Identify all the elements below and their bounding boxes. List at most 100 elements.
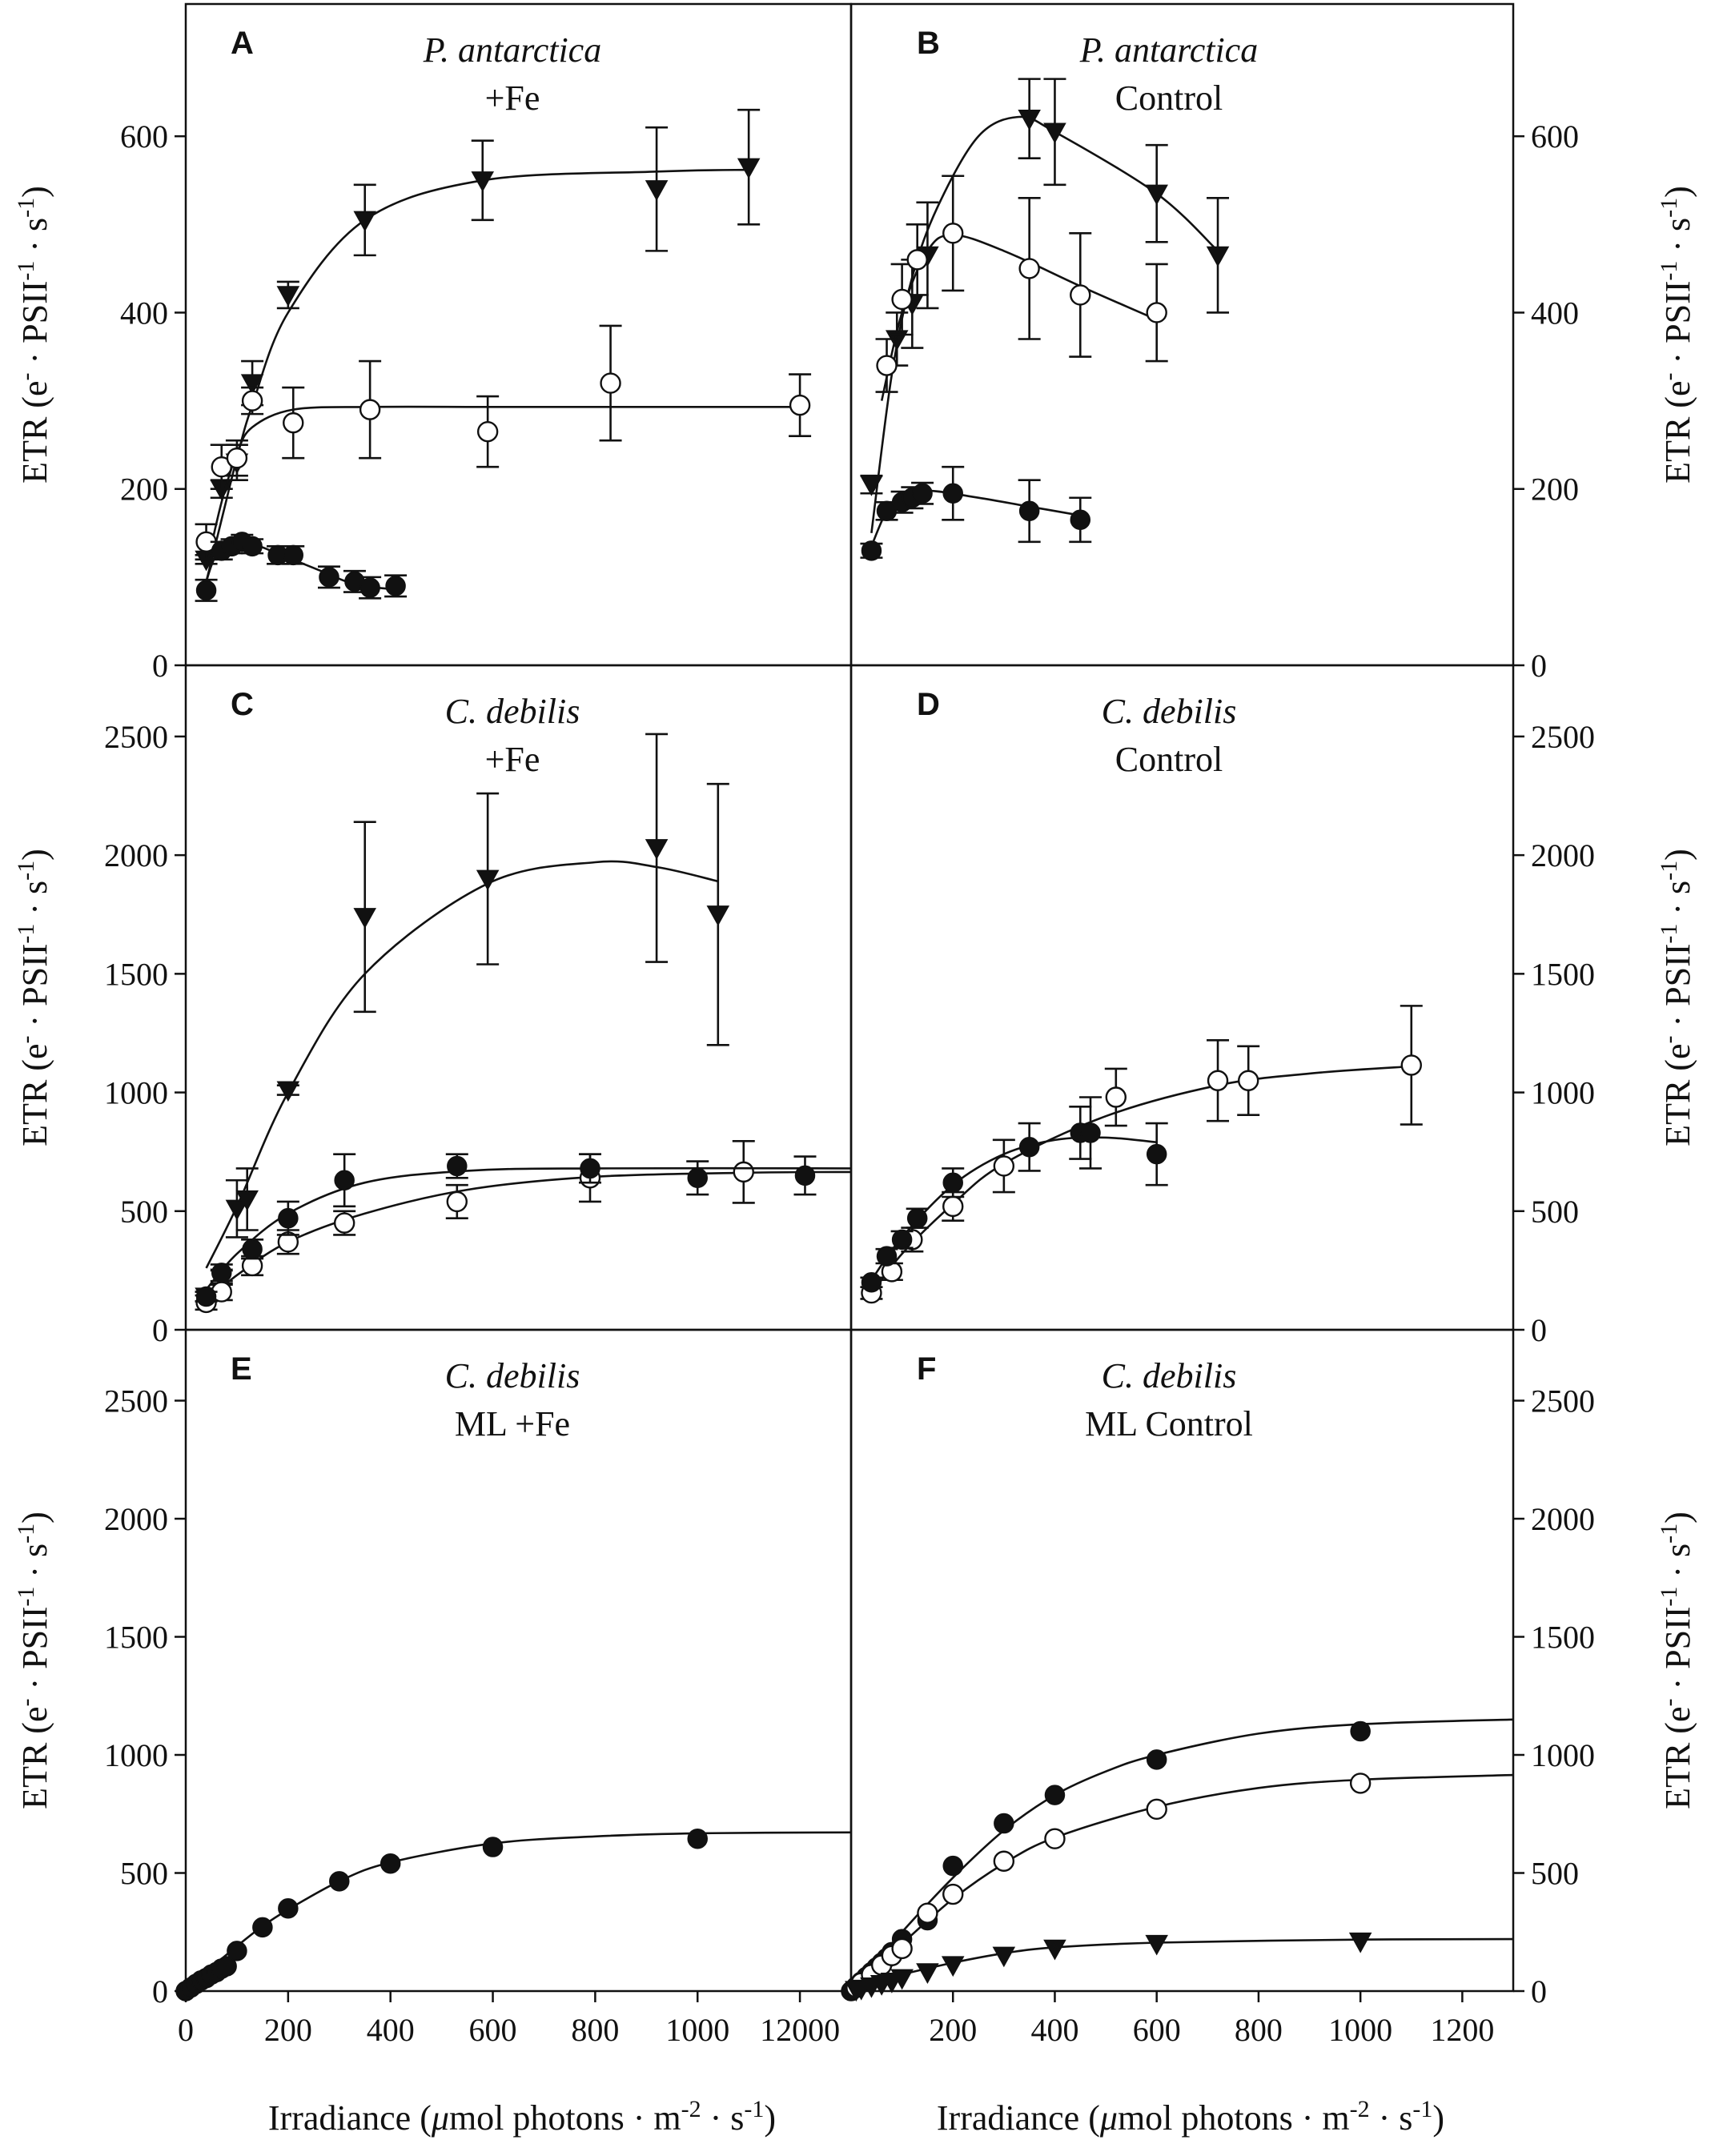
- data-point-open-circle: [283, 412, 304, 434]
- series-open-1: [875, 175, 1168, 401]
- series-triangle-0: [195, 108, 761, 582]
- panel-title-treatment: +Fe: [485, 740, 540, 779]
- data-point-triangle: [1018, 110, 1041, 130]
- data-point-triangle: [645, 839, 669, 860]
- panel-b: 0 200 400 600 B P. antarctica Control: [849, 2, 1579, 684]
- data-point-open-circle: [1105, 1086, 1127, 1108]
- data-point-triangle: [1145, 1934, 1168, 1956]
- fit-curve: [851, 1718, 1513, 1991]
- data-point-filled-circle: [359, 577, 380, 598]
- panel-letter: A: [231, 26, 254, 61]
- panel-letter: E: [231, 1351, 252, 1387]
- x-tick-label: 400: [367, 2012, 415, 2048]
- y-tick-label: 2000: [1531, 1501, 1595, 1537]
- y-tick-label: 500: [120, 1194, 168, 1230]
- panel-c: 0 500 1000 1500 2000 2500 C C. debilis +Fe: [104, 664, 853, 1348]
- panel-title-species: C. debilis: [445, 692, 580, 731]
- series-open-0: [860, 1005, 1423, 1304]
- panel-title-treatment: Control: [1115, 740, 1223, 779]
- data-point-triangle: [276, 1081, 300, 1102]
- fit-curve: [205, 1170, 851, 1303]
- x-tick-label: 12000: [760, 2012, 840, 2048]
- y-tick-label: 200: [120, 472, 168, 508]
- panel-title-species: C. debilis: [1102, 692, 1237, 731]
- series-triangle-0: [860, 78, 1230, 533]
- data-point-filled-circle: [687, 1167, 708, 1189]
- data-point-open-circle: [942, 1195, 964, 1218]
- y-tick-label: 2000: [104, 837, 168, 873]
- data-point-filled-circle: [580, 1158, 600, 1179]
- data-point-filled-circle: [1146, 1143, 1167, 1165]
- data-point-filled-circle: [1146, 1749, 1167, 1770]
- data-point-open-circle: [917, 1902, 938, 1924]
- x-tick-label: 1000: [1328, 2012, 1392, 2048]
- fit-curve: [205, 168, 749, 582]
- panel-title-species: P. antarctica: [423, 30, 601, 70]
- data-point-filled-circle: [319, 567, 339, 588]
- data-point-filled-circle: [242, 1239, 263, 1259]
- data-point-filled-circle: [891, 1229, 913, 1251]
- data-point-filled-circle: [334, 1170, 355, 1190]
- y-tick-label: 500: [1531, 1194, 1579, 1230]
- panel-e: 0 500 1000 1500 2000 2500 0 200 400 600 800 1000 120…: [104, 1328, 853, 2048]
- panel-d: 0 500 1000 1500 2000 2500 D C. debilis Control: [849, 664, 1595, 1348]
- series-triangle-2: [845, 1932, 1513, 2002]
- data-point-open-circle: [906, 249, 928, 271]
- data-point-open-circle: [1207, 1070, 1229, 1091]
- data-point-open-circle: [1044, 1828, 1066, 1849]
- panel-letter: F: [917, 1351, 936, 1387]
- panel-title-species: P. antarctica: [1079, 30, 1258, 70]
- data-point-open-circle: [1349, 1773, 1372, 1794]
- y-tick-label: 1000: [104, 1737, 168, 1773]
- data-point-triangle: [353, 908, 377, 929]
- data-point-triangle: [941, 1956, 965, 1977]
- data-point-filled-circle: [876, 1246, 898, 1267]
- y-tick-label: 2500: [1531, 1383, 1595, 1419]
- data-point-filled-circle: [794, 1165, 816, 1186]
- y-tick-label: 500: [120, 1856, 168, 1892]
- y-axis-title-left-row3: ETR (e- · PSII-1 · s-1): [13, 1512, 55, 1809]
- x-axis-title-left: Irradiance (μmol photons · m-2 · s-1): [268, 2096, 776, 2138]
- data-point-triangle: [1206, 246, 1230, 267]
- fit-curve: [870, 115, 1219, 533]
- fit-curve: [205, 1166, 851, 1291]
- x-axis-title-right: Irradiance (μmol photons · m-2 · s-1): [937, 2096, 1444, 2138]
- x-tick-label: 600: [1133, 2012, 1181, 2048]
- data-point-filled-circle: [380, 1853, 401, 1874]
- data-point-filled-circle: [329, 1871, 350, 1892]
- y-tick-label: 1500: [104, 1620, 168, 1656]
- data-point-open-circle: [1237, 1070, 1259, 1091]
- data-point-filled-circle: [216, 1956, 237, 1977]
- y-axis-title-right-row3: ETR (e- · PSII-1 · s-1): [1656, 1512, 1698, 1809]
- data-point-filled-circle: [1070, 509, 1091, 531]
- data-point-filled-circle: [1350, 1720, 1371, 1742]
- data-point-triangle: [737, 158, 761, 179]
- data-point-filled-circle: [278, 1207, 299, 1229]
- data-point-open-circle: [1018, 258, 1040, 279]
- data-point-triangle: [276, 286, 300, 307]
- x-tick-label: 1000: [665, 2012, 729, 2048]
- data-point-open-circle: [993, 1155, 1015, 1177]
- series-filled-2: [195, 1153, 851, 1307]
- series-filled-2: [860, 465, 1092, 561]
- data-point-filled-circle: [447, 1155, 468, 1177]
- data-point-open-circle: [600, 372, 621, 394]
- data-point-open-circle: [476, 420, 499, 443]
- data-point-filled-circle: [687, 1828, 708, 1849]
- panel-title-treatment: ML Control: [1085, 1404, 1253, 1443]
- data-point-triangle: [476, 869, 500, 891]
- y-axis-title-left-row1: ETR (e- · PSII-1 · s-1): [13, 186, 55, 484]
- data-point-open-circle: [993, 1850, 1015, 1872]
- data-point-filled-circle: [278, 1898, 299, 1919]
- y-tick-label: 0: [152, 1312, 168, 1348]
- y-tick-label: 0: [1531, 1312, 1547, 1348]
- data-point-open-circle: [359, 399, 381, 420]
- data-point-open-circle: [333, 1212, 355, 1234]
- series-open-1: [195, 324, 812, 569]
- x-tick-label: 1200: [1430, 2012, 1494, 2048]
- data-point-open-circle: [891, 288, 913, 311]
- data-point-open-circle: [241, 390, 263, 412]
- panel-letter: B: [917, 26, 940, 61]
- data-point-filled-circle: [1018, 500, 1040, 522]
- data-point-open-circle: [226, 447, 248, 469]
